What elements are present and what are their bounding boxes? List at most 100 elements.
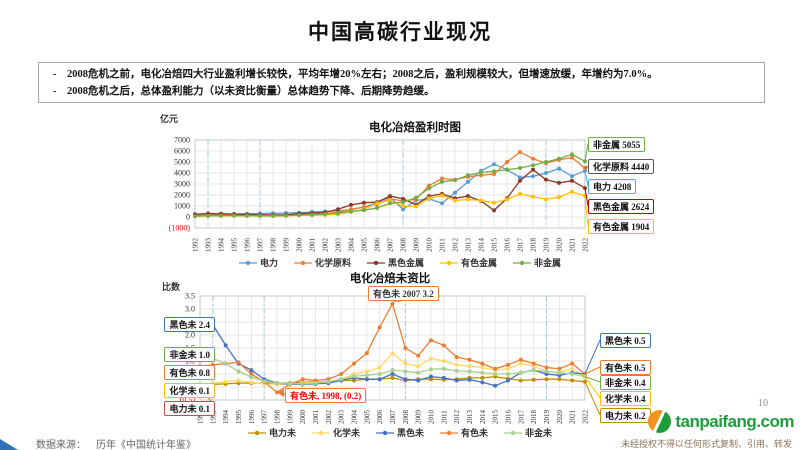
- svg-text:2016: 2016: [504, 238, 512, 253]
- legend-item: 有色金属: [440, 256, 497, 269]
- legend-label: 化学原料: [314, 258, 351, 268]
- svg-text:2018: 2018: [530, 410, 538, 425]
- callout-leader: [584, 170, 589, 187]
- svg-text:2007: 2007: [387, 238, 395, 253]
- svg-text:2.0: 2.0: [185, 331, 195, 340]
- svg-text:3000: 3000: [174, 180, 190, 189]
- svg-text:2014: 2014: [479, 410, 487, 425]
- svg-text:0: 0: [186, 213, 190, 222]
- svg-text:4000: 4000: [174, 169, 190, 178]
- annotation-arrowhead: [277, 389, 284, 398]
- profit-over-time-chart: 7000 6000 5000 4000 3000 2000 1000 0 (1000) 1992 1…: [0, 106, 800, 278]
- legend: 电力 化学原料 黑色金属 有色金属 非金属: [190, 256, 610, 269]
- legend-item: 非金未: [504, 426, 552, 439]
- svg-text:1992: 1992: [197, 410, 205, 425]
- tanpaifang-logo: tanpaifang.com: [648, 410, 794, 433]
- svg-text:1998: 1998: [270, 238, 278, 253]
- legend-label: 非金未: [525, 428, 553, 438]
- page-title: 中国高碳行业现况: [308, 20, 492, 44]
- legend-label: 有色未: [461, 428, 489, 438]
- bullet-item: - 2008危机之前，电化冶焙四大行业盈利增长较快，平均年增20%左右；2008…: [53, 66, 758, 83]
- legend-label: 黑色金属: [387, 258, 424, 268]
- svg-text:2019: 2019: [543, 410, 551, 425]
- tanpaifang-logo-text: tanpaifang.com: [675, 411, 794, 431]
- series-line-非金属: [193, 152, 587, 219]
- svg-text:2022: 2022: [582, 410, 590, 425]
- callout-label: 非金未 0.4: [600, 375, 651, 391]
- callout-leader: [584, 376, 601, 399]
- svg-text:2006: 2006: [374, 238, 382, 253]
- legend-marker-icon: [513, 260, 532, 265]
- svg-text:2001: 2001: [309, 238, 317, 253]
- svg-text:1999: 1999: [283, 238, 291, 253]
- callout-label: 黑色未 2.4: [164, 317, 215, 333]
- svg-text:7000: 7000: [174, 136, 190, 145]
- data-source-label: 数据来源：: [36, 440, 86, 450]
- svg-text:3.0: 3.0: [185, 305, 195, 314]
- svg-text:2008: 2008: [400, 238, 408, 253]
- svg-text:2012: 2012: [453, 410, 461, 425]
- svg-text:2000: 2000: [299, 410, 307, 425]
- legend: 电力未 化学未 黑色未 有色未 非金未: [190, 426, 610, 439]
- svg-text:2002: 2002: [325, 410, 333, 425]
- svg-text:2009: 2009: [413, 238, 421, 253]
- corner-accent: [0, 439, 18, 450]
- svg-text:2009: 2009: [415, 410, 423, 425]
- svg-text:1993: 1993: [209, 410, 217, 425]
- svg-text:2020: 2020: [556, 410, 564, 425]
- legend-label: 黑色未: [396, 428, 424, 438]
- bullet-item: - 2008危机之后，总体盈利能力（以未资比衡量）总体趋势下降、后期降势趋缓。: [53, 83, 758, 100]
- bullet-text: 2008危机之前，电化冶焙四大行业盈利增长较快，平均年增20%左右；2008之后…: [67, 69, 658, 80]
- svg-text:2017: 2017: [517, 238, 525, 253]
- svg-text:1992: 1992: [192, 238, 200, 253]
- svg-text:(0.5): (0.5): [180, 396, 196, 405]
- legend-label: 化学未: [332, 428, 360, 438]
- svg-text:1999: 1999: [286, 410, 294, 425]
- svg-text:1995: 1995: [235, 410, 243, 425]
- svg-text:2012: 2012: [452, 238, 460, 253]
- svg-text:3.5: 3.5: [185, 292, 195, 301]
- legend-label: 有色金属: [461, 258, 498, 268]
- svg-text:2013: 2013: [465, 238, 473, 253]
- svg-text:2006: 2006: [376, 410, 384, 425]
- legend-item: 非金属: [513, 256, 561, 269]
- gridlines: [199, 295, 586, 401]
- callout-label: 非金未 1.0: [164, 347, 215, 363]
- svg-text:1994: 1994: [222, 410, 230, 425]
- x-axis-ticks: 1992 1993 1994 1995 1996 1997 1998 1999 2000 2001…: [192, 238, 590, 253]
- callout-label: 有色未 2007 3.2: [368, 286, 439, 302]
- legend-item: 电力: [238, 256, 278, 269]
- callout-label: 黑色未 0.5: [600, 333, 651, 349]
- svg-text:2014: 2014: [478, 238, 486, 253]
- svg-text:2002: 2002: [322, 238, 330, 253]
- svg-text:1994: 1994: [218, 238, 226, 253]
- callout-label: 有色未 0.8: [164, 365, 215, 381]
- svg-text:1996: 1996: [248, 410, 256, 425]
- svg-text:2013: 2013: [466, 410, 474, 425]
- svg-text:2010: 2010: [428, 410, 436, 425]
- svg-text:1998: 1998: [274, 410, 282, 425]
- legend-marker-icon: [440, 260, 458, 265]
- legend-marker-icon: [238, 260, 257, 265]
- svg-text:2015: 2015: [492, 410, 500, 424]
- svg-text:2015: 2015: [491, 238, 499, 253]
- copyright-disclaimer: 未经授权不得以任何形式复制、引用、转发: [620, 439, 792, 449]
- y-axis-unit: 亿元: [160, 114, 179, 124]
- callout-leader: [584, 339, 601, 375]
- x-axis-ticks: 1992 1993 1994 1995 1996 1997 1998 1999 2000 2001…: [197, 410, 590, 425]
- svg-text:2003: 2003: [335, 238, 343, 253]
- callout-label: 化学原料 4440: [588, 159, 655, 175]
- svg-text:(1000): (1000): [169, 224, 191, 233]
- bullet-text: 2008危机之后，总体盈利能力（以未资比衡量）总体趋势下降、后期降势趋缓。: [67, 86, 435, 98]
- callout-label: 电力未 0.2: [600, 408, 651, 424]
- svg-text:2004: 2004: [348, 238, 356, 253]
- data-source: 数据来源： 历年《中国统计年鉴》: [36, 436, 196, 450]
- callout-leader: [584, 196, 589, 227]
- svg-text:2022: 2022: [582, 238, 590, 253]
- svg-text:2008: 2008: [402, 410, 410, 425]
- y-axis-ticks: 7000 6000 5000 4000 3000 2000 1000 0 (1000): [169, 136, 191, 233]
- legend-marker-icon: [366, 260, 385, 265]
- svg-text:2019: 2019: [543, 238, 551, 253]
- legend-marker-icon: [440, 430, 458, 435]
